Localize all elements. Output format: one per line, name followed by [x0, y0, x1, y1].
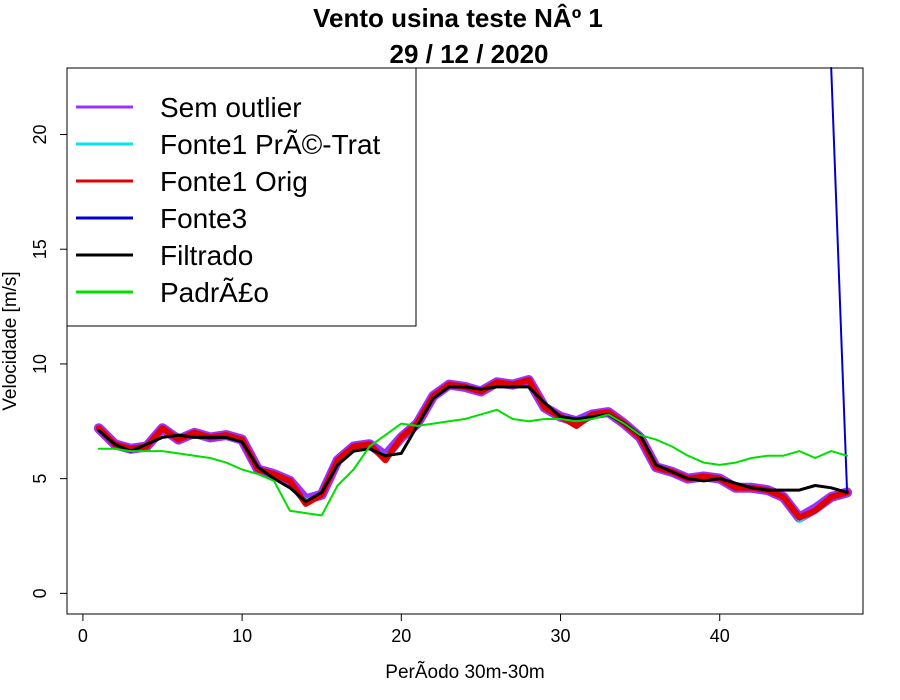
series-layer	[93, 67, 853, 524]
legend-box	[66, 67, 417, 327]
y-tick-label: 10	[30, 354, 50, 374]
y-tick-label: 20	[30, 125, 50, 145]
series-line-6	[97, 408, 849, 517]
x-tick-label: 10	[232, 626, 252, 646]
chart-subtitle: 29 / 12 / 2020	[389, 39, 548, 69]
x-tick-label: 40	[710, 626, 730, 646]
series-line-1	[93, 375, 853, 523]
series-line-5	[97, 385, 849, 504]
x-tick-label: 0	[78, 626, 88, 646]
x-tick-label: 20	[391, 626, 411, 646]
y-tick-label: 15	[30, 239, 50, 259]
x-axis: 0 10 20 30 40	[78, 613, 730, 646]
series-line-3	[95, 377, 851, 521]
x-tick-label: 30	[551, 626, 571, 646]
y-tick-label: 0	[30, 588, 50, 598]
legend: Sem outlier Fonte1 PrÃ©-Trat Fonte1 Orig Fo…	[66, 67, 417, 327]
legend-label: Filtrado	[160, 240, 253, 271]
x-axis-label: PerÃ­odo 30m-30m	[385, 661, 544, 683]
legend-label: Fonte1 Orig	[160, 166, 308, 197]
chart-title: Vento usina teste NÂº 1	[313, 3, 603, 33]
series-line-4	[830, 67, 849, 494]
legend-label: Fonte1 PrÃ©-Trat	[160, 129, 381, 160]
legend-label: Fonte3	[160, 203, 247, 234]
y-axis-label: Velocidade [m/s]	[0, 271, 21, 410]
series-line-2	[97, 379, 849, 524]
y-tick-label: 5	[30, 474, 50, 484]
legend-label: Sem outlier	[160, 92, 302, 123]
legend-label: PadrÃ£o	[160, 277, 269, 308]
y-axis: 0 5 10 15 20	[30, 125, 68, 598]
